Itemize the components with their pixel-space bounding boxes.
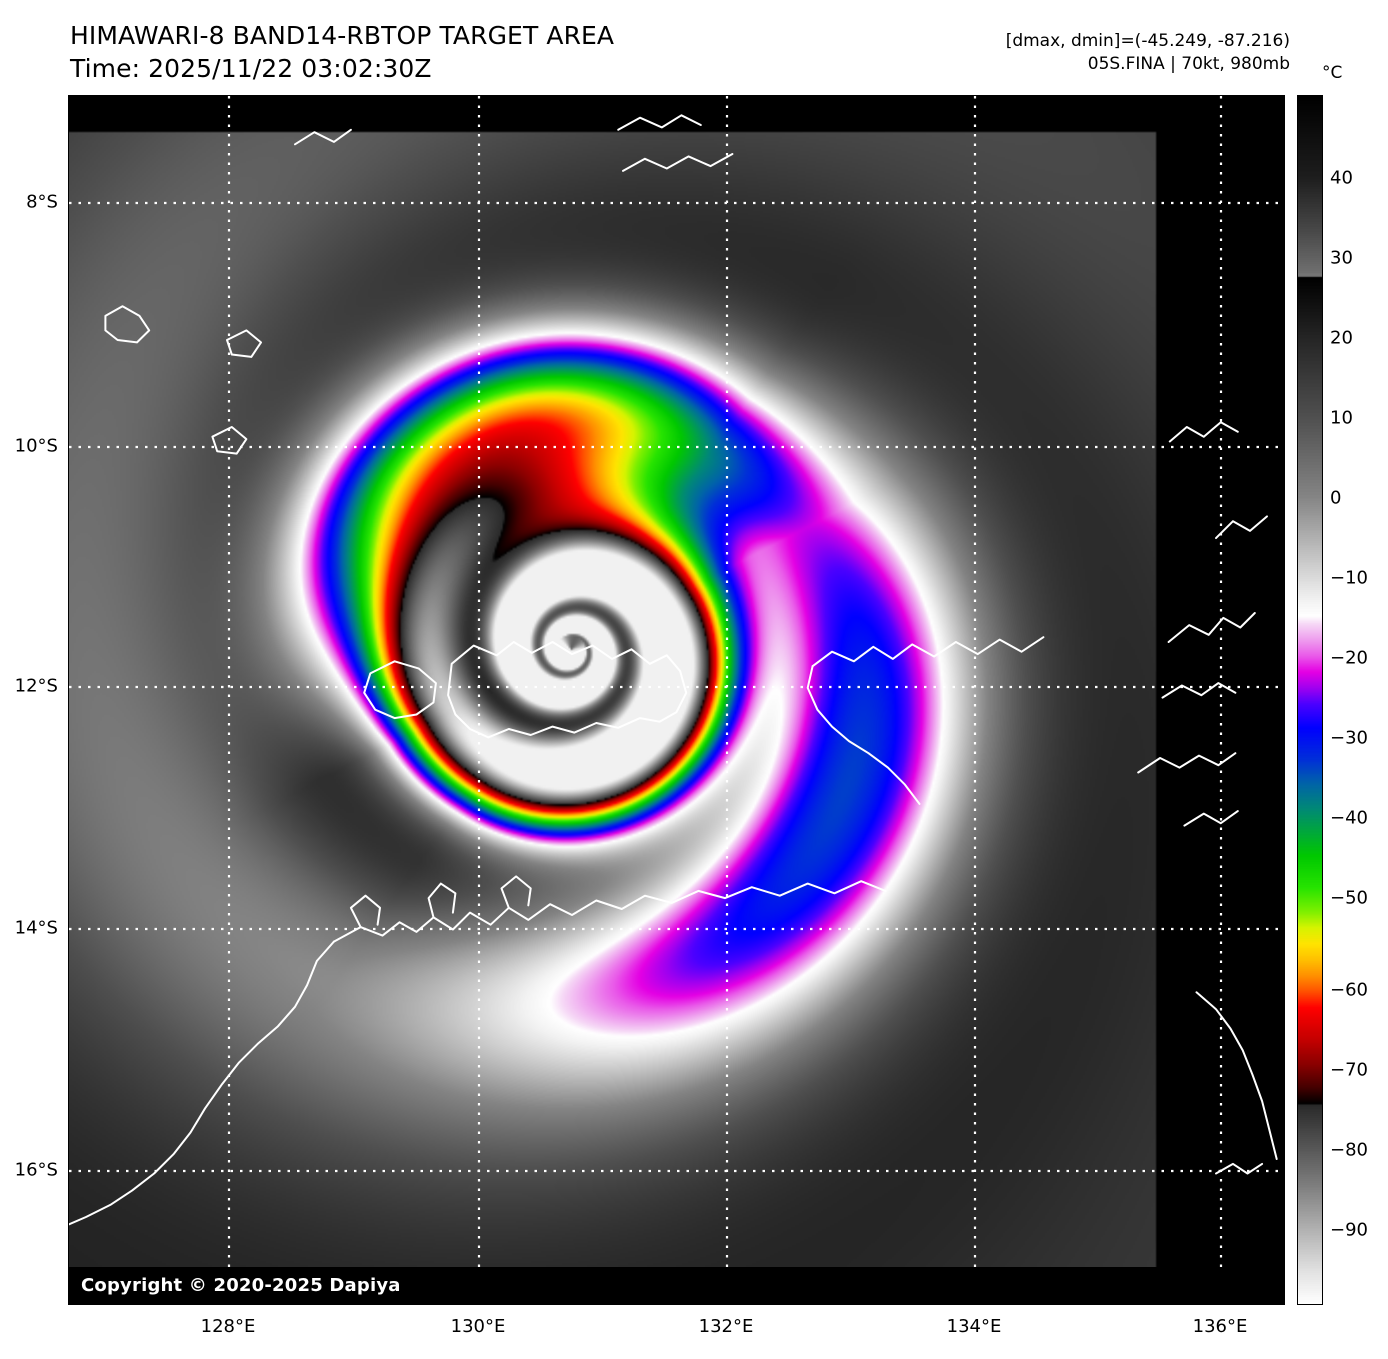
- latitude-tick-label: 8°S: [26, 192, 58, 213]
- longitude-tick-label: 132°E: [699, 1316, 754, 1337]
- longitude-tick-label: 136°E: [1193, 1316, 1248, 1337]
- satellite-map-panel[interactable]: Copyright © 2020-2025 Dapiya: [68, 95, 1285, 1305]
- colorbar-tick-label: 30: [1330, 248, 1353, 269]
- temperature-colorbar[interactable]: [1297, 95, 1323, 1305]
- longitude-tick-label: 134°E: [947, 1316, 1002, 1337]
- colorbar-tick-label: −10: [1330, 568, 1368, 589]
- copyright-label: Copyright © 2020-2025 Dapiya: [81, 1275, 401, 1296]
- timestamp-label: Time: 2025/11/22 03:02:30Z: [70, 53, 614, 86]
- page-title: HIMAWARI-8 BAND14-RBTOP TARGET AREA: [70, 20, 614, 53]
- storm-info-label: 05S.FINA | 70kt, 980mb: [1006, 53, 1290, 76]
- colorbar-tick-label: 40: [1330, 168, 1353, 189]
- latitude-tick-label: 14°S: [15, 918, 58, 939]
- colorbar-tick-label: −90: [1330, 1220, 1368, 1241]
- latitude-tick-label: 12°S: [15, 676, 58, 697]
- latitude-tick-label: 16°S: [15, 1160, 58, 1181]
- dmax-dmin-label: [dmax, dmin]=(-45.249, -87.216): [1006, 30, 1290, 53]
- colorbar-tick-label: 0: [1330, 488, 1341, 509]
- figure-root: HIMAWARI-8 BAND14-RBTOP TARGET AREA Time…: [0, 0, 1388, 1359]
- latitude-tick-label: 10°S: [15, 436, 58, 457]
- colorbar-tick-label: −80: [1330, 1140, 1368, 1161]
- colorbar-tick-label: −30: [1330, 728, 1368, 749]
- title-block: HIMAWARI-8 BAND14-RBTOP TARGET AREA Time…: [70, 20, 614, 85]
- colorbar-tick-label: −60: [1330, 980, 1368, 1001]
- colorbar-tick-label: −40: [1330, 808, 1368, 829]
- metadata-block: [dmax, dmin]=(-45.249, -87.216) 05S.FINA…: [1006, 30, 1290, 76]
- graticule-overlay: [69, 96, 1284, 1304]
- colorbar-unit-label: °C: [1322, 63, 1342, 83]
- colorbar-gradient: [1298, 96, 1322, 1304]
- colorbar-tick-label: 10: [1330, 408, 1353, 429]
- longitude-tick-label: 128°E: [201, 1316, 256, 1337]
- colorbar-tick-label: 20: [1330, 328, 1353, 349]
- colorbar-tick-label: −70: [1330, 1060, 1368, 1081]
- colorbar-tick-label: −50: [1330, 888, 1368, 909]
- colorbar-tick-label: −20: [1330, 648, 1368, 669]
- longitude-tick-label: 130°E: [451, 1316, 506, 1337]
